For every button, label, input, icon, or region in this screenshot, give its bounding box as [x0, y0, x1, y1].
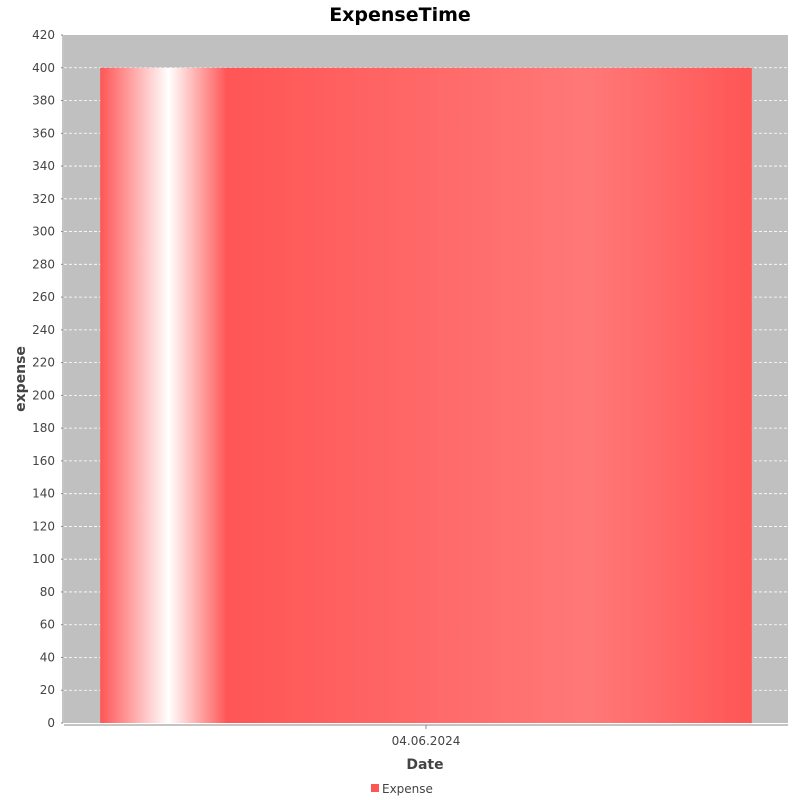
y-tick-label: 400: [32, 61, 55, 75]
y-tick-label: 140: [32, 487, 55, 501]
y-tick-label: 260: [32, 290, 55, 304]
y-tick-label: 180: [32, 421, 55, 435]
y-tick-label: 300: [32, 225, 55, 239]
y-tick-label: 340: [32, 159, 55, 173]
bars: [100, 67, 752, 723]
bar-04.06.2024: [100, 67, 752, 723]
y-tick-label: 240: [32, 323, 55, 337]
y-tick-label: 320: [32, 192, 55, 206]
y-tick-label: 120: [32, 519, 55, 533]
chart-title: ExpenseTime: [329, 4, 471, 26]
y-tick-label: 200: [32, 388, 55, 402]
y-tick-label: 0: [47, 716, 55, 730]
y-axis-ticks: 0 20 40 60 80 100 120 140 160 180 200 220 240 260 280 3…: [32, 28, 63, 730]
y-tick-label: 60: [40, 618, 55, 632]
y-tick-label: 160: [32, 454, 55, 468]
x-axis-label: Date: [406, 757, 443, 773]
x-tick-label: 04.06.2024: [392, 734, 461, 748]
y-tick-label: 380: [32, 94, 55, 108]
legend: Expense: [371, 782, 433, 796]
y-tick-label: 40: [40, 650, 55, 664]
x-axis-ticks: 04.06.2024: [392, 725, 461, 748]
y-tick-label: 280: [32, 257, 55, 271]
y-tick-label: 360: [32, 126, 55, 140]
legend-swatch-expense: [371, 784, 379, 792]
y-tick-label: 220: [32, 356, 55, 370]
y-tick-label: 100: [32, 552, 55, 566]
legend-label-expense: Expense: [382, 782, 433, 796]
y-axis-label: expense: [13, 346, 29, 412]
y-tick-label: 420: [32, 28, 55, 42]
y-tick-label: 20: [40, 683, 55, 697]
y-tick-label: 80: [40, 585, 55, 599]
